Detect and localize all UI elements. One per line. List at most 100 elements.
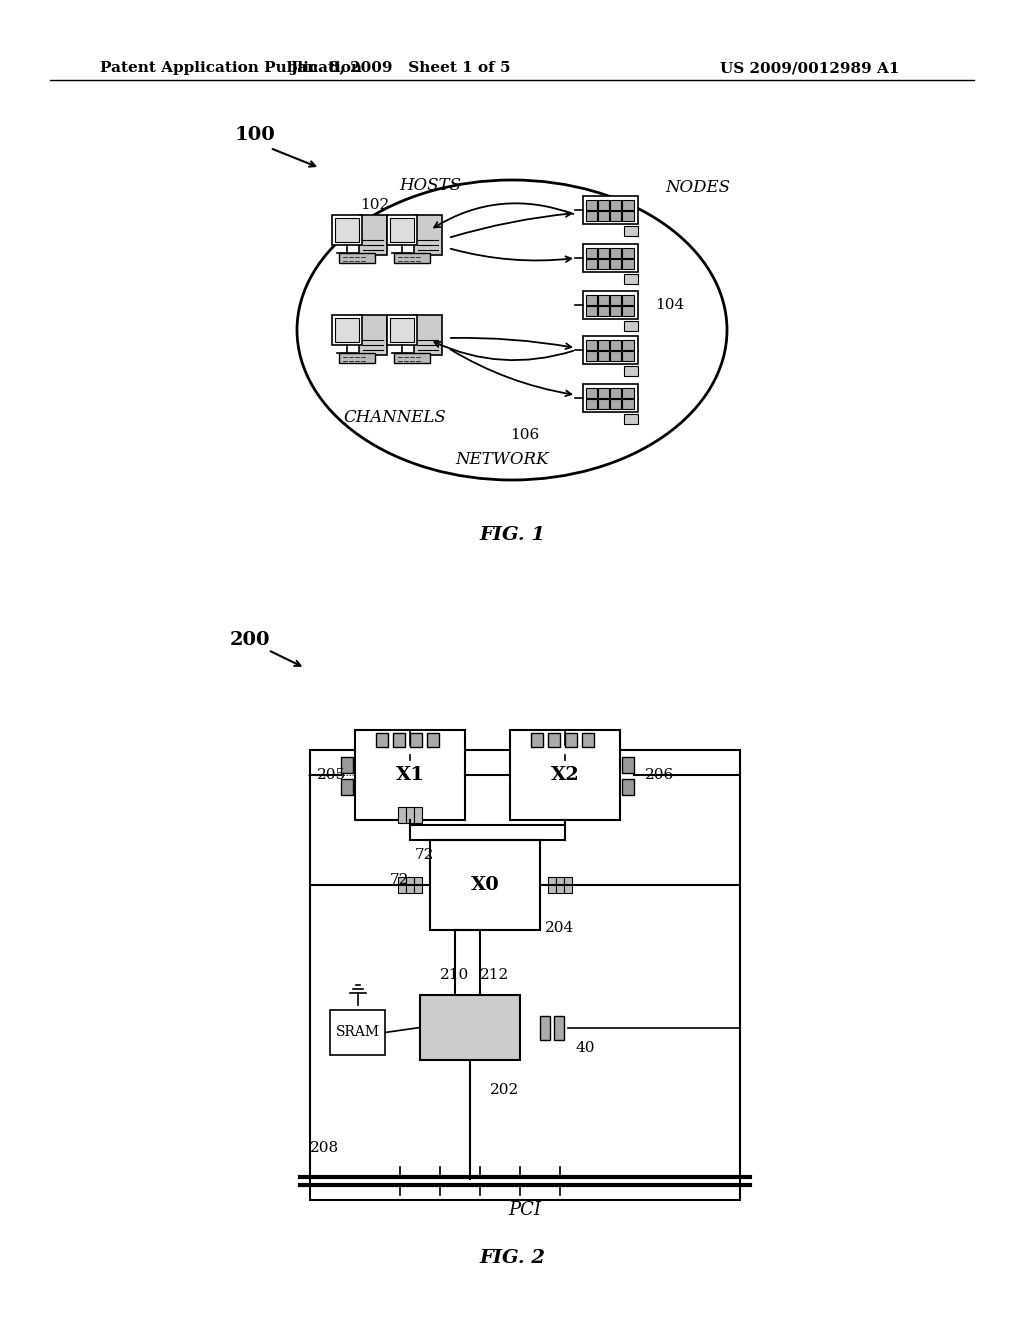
Bar [414,876,422,894]
Text: 72: 72 [415,847,434,862]
Bar [339,352,375,363]
Bar [622,779,634,795]
Bar [540,1015,550,1040]
Bar [598,294,609,305]
Bar [598,388,609,399]
Text: 200: 200 [230,631,270,649]
FancyBboxPatch shape [387,315,417,345]
Bar [610,294,622,305]
Bar [623,306,634,315]
Text: 106: 106 [510,428,540,442]
Bar [610,201,622,210]
Bar [390,318,414,342]
Bar [376,733,388,747]
Text: 210: 210 [440,968,469,982]
Bar [598,351,609,360]
Text: 212: 212 [480,968,509,982]
Bar [427,733,439,747]
Text: NETWORK: NETWORK [456,451,549,469]
Bar [624,275,638,284]
Bar [359,315,387,355]
Text: CHANNELS: CHANNELS [344,409,446,426]
Bar [623,259,634,269]
Bar [390,218,414,242]
Bar [414,807,422,822]
Bar [598,306,609,315]
Text: US 2009/0012989 A1: US 2009/0012989 A1 [721,61,900,75]
Bar [355,730,465,820]
Bar [610,211,622,220]
Bar [624,366,638,376]
Text: 102: 102 [360,198,389,213]
Bar [394,352,430,363]
Bar [586,306,597,315]
Bar [548,876,556,894]
Text: X0: X0 [471,876,500,894]
Bar [341,779,353,795]
Bar [583,195,638,224]
Bar [610,351,622,360]
Bar [335,318,359,342]
Bar [414,215,442,255]
Bar [548,733,560,747]
Bar [586,294,597,305]
Bar [393,733,406,747]
Text: NODES: NODES [665,180,730,197]
Bar [610,399,622,409]
Text: X2: X2 [551,766,580,784]
Bar [610,341,622,350]
Bar [624,414,638,424]
Bar [556,876,564,894]
Bar [623,341,634,350]
Bar [564,876,572,894]
Bar [586,248,597,257]
Bar [586,341,597,350]
Text: Patent Application Publication: Patent Application Publication [100,61,362,75]
Bar [406,876,414,894]
Bar [624,321,638,331]
Bar [582,733,594,747]
Bar [339,253,375,263]
Bar [394,253,430,263]
Text: FIG. 2: FIG. 2 [479,1249,545,1267]
Bar [310,750,740,1200]
Bar [335,218,359,242]
Bar [586,351,597,360]
Bar [624,226,638,236]
Bar [610,259,622,269]
FancyBboxPatch shape [387,215,417,246]
Text: 72: 72 [390,873,410,887]
Bar [598,201,609,210]
Text: 104: 104 [655,298,684,312]
FancyBboxPatch shape [332,215,362,246]
Text: 40: 40 [575,1040,595,1055]
Bar [598,259,609,269]
Bar [398,807,406,822]
Text: 202: 202 [490,1082,519,1097]
Bar [583,384,638,412]
Bar [410,733,422,747]
Bar [622,756,634,774]
Bar [420,995,520,1060]
Bar [510,730,620,820]
Bar [586,259,597,269]
Text: SRAM: SRAM [336,1026,380,1040]
Bar [610,248,622,257]
Bar [583,244,638,272]
Bar [598,341,609,350]
Bar [623,248,634,257]
Text: X1: X1 [395,766,425,784]
Text: FIG. 1: FIG. 1 [479,525,545,544]
Bar [586,399,597,409]
Text: PCI: PCI [509,1201,542,1218]
Bar [610,306,622,315]
Bar [414,315,442,355]
Bar [598,248,609,257]
Bar [531,733,543,747]
Text: HOSTS: HOSTS [399,177,461,194]
Text: 208: 208 [310,1140,339,1155]
Bar [359,215,387,255]
Bar [623,211,634,220]
Bar [623,294,634,305]
FancyBboxPatch shape [332,315,362,345]
